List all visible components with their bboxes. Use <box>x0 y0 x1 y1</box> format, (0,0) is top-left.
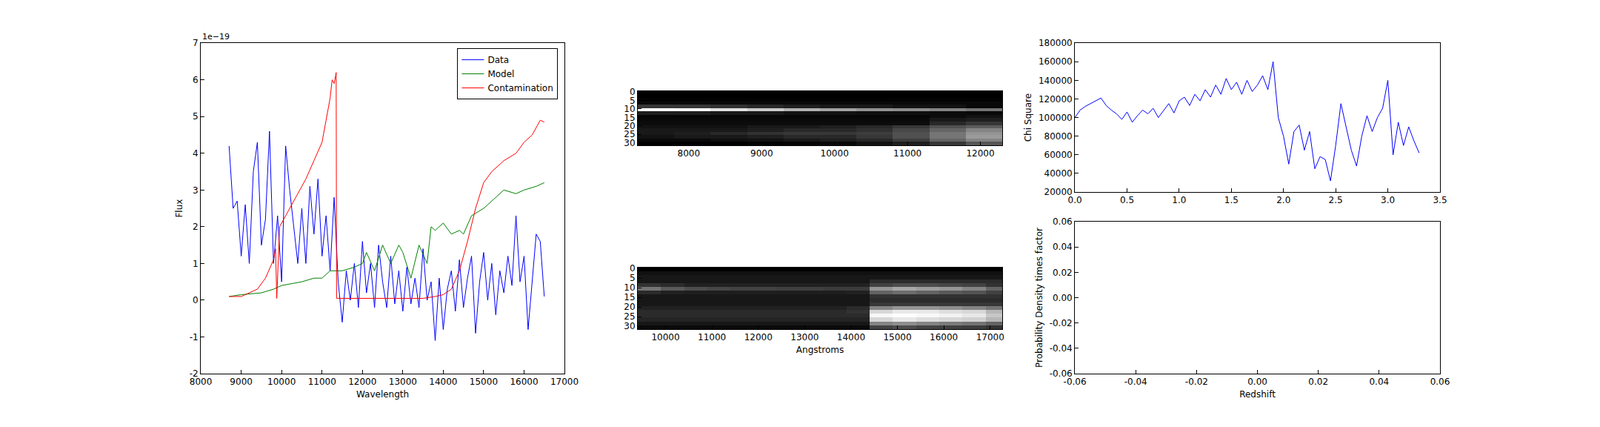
svg-text:Model: Model <box>487 68 515 80</box>
svg-text:13000: 13000 <box>388 376 418 387</box>
svg-text:4: 4 <box>192 148 199 159</box>
svg-text:20: 20 <box>623 301 635 312</box>
svg-text:10000: 10000 <box>820 148 849 159</box>
svg-text:100000: 100000 <box>1038 112 1073 123</box>
svg-text:7: 7 <box>192 37 199 49</box>
svg-text:0.04: 0.04 <box>1368 376 1389 387</box>
svg-text:5: 5 <box>192 111 199 122</box>
svg-text:10000: 10000 <box>267 376 296 387</box>
svg-text:2.5: 2.5 <box>1328 194 1343 206</box>
svg-text:13000: 13000 <box>790 331 819 343</box>
svg-text:16000: 16000 <box>509 376 538 387</box>
svg-text:Chi Square: Chi Square <box>1022 93 1034 142</box>
svg-text:0: 0 <box>192 294 199 306</box>
svg-text:0: 0 <box>629 262 636 274</box>
svg-text:-0.04: -0.04 <box>1124 376 1148 387</box>
svg-text:11000: 11000 <box>893 148 922 159</box>
svg-text:25: 25 <box>623 311 635 322</box>
svg-text:12000: 12000 <box>744 331 773 343</box>
svg-text:140000: 140000 <box>1038 75 1073 86</box>
svg-text:8000: 8000 <box>189 376 213 387</box>
svg-text:Wavelength: Wavelength <box>356 388 409 400</box>
svg-text:30: 30 <box>623 320 635 332</box>
svg-text:5: 5 <box>629 272 636 283</box>
svg-text:12000: 12000 <box>348 376 377 387</box>
svg-text:30: 30 <box>623 137 635 149</box>
svg-text:2.0: 2.0 <box>1276 194 1291 206</box>
svg-text:15000: 15000 <box>882 331 912 343</box>
svg-text:15000: 15000 <box>469 376 498 387</box>
svg-text:0.00: 0.00 <box>1247 376 1268 387</box>
svg-text:6: 6 <box>192 74 199 86</box>
svg-text:-0.04: -0.04 <box>1049 342 1073 354</box>
svg-text:-0.02: -0.02 <box>1049 317 1073 329</box>
svg-text:11000: 11000 <box>697 331 726 343</box>
svg-text:0.5: 0.5 <box>1120 194 1135 206</box>
svg-text:1.5: 1.5 <box>1224 194 1239 206</box>
svg-text:120000: 120000 <box>1038 94 1073 105</box>
svg-text:0.06: 0.06 <box>1430 376 1451 387</box>
svg-text:Probability Density times fact: Probability Density times factor <box>1034 227 1045 368</box>
svg-text:1.0: 1.0 <box>1171 194 1186 206</box>
svg-text:Contamination: Contamination <box>487 82 553 94</box>
svg-text:10000: 10000 <box>651 331 680 343</box>
svg-text:-1: -1 <box>189 331 199 343</box>
svg-text:10: 10 <box>623 103 635 115</box>
svg-text:10: 10 <box>623 282 635 293</box>
svg-text:20000: 20000 <box>1044 186 1073 198</box>
svg-text:0.02: 0.02 <box>1052 267 1073 278</box>
svg-text:0: 0 <box>629 86 636 98</box>
svg-text:11000: 11000 <box>308 376 337 387</box>
svg-text:0.06: 0.06 <box>1052 216 1073 227</box>
svg-text:1e−19: 1e−19 <box>202 31 230 42</box>
svg-text:9000: 9000 <box>229 376 253 387</box>
svg-text:14000: 14000 <box>837 331 866 343</box>
svg-text:3.5: 3.5 <box>1432 194 1447 206</box>
svg-text:20: 20 <box>623 120 635 132</box>
svg-text:14000: 14000 <box>428 376 458 387</box>
svg-text:160000: 160000 <box>1038 56 1073 67</box>
svg-text:16000: 16000 <box>929 331 958 343</box>
svg-text:2: 2 <box>192 221 199 232</box>
svg-text:15: 15 <box>623 112 635 123</box>
svg-text:0.04: 0.04 <box>1052 241 1073 252</box>
svg-text:17000: 17000 <box>976 331 1005 343</box>
svg-text:0.02: 0.02 <box>1308 376 1329 387</box>
svg-text:Data: Data <box>487 54 509 66</box>
svg-text:1: 1 <box>192 258 199 269</box>
svg-text:0.00: 0.00 <box>1052 292 1073 303</box>
svg-text:80000: 80000 <box>1044 131 1073 142</box>
svg-text:Redshift: Redshift <box>1239 388 1276 400</box>
svg-text:12000: 12000 <box>965 148 995 159</box>
svg-text:-0.02: -0.02 <box>1185 376 1209 387</box>
svg-text:-2: -2 <box>189 368 199 379</box>
svg-text:25: 25 <box>623 128 635 140</box>
svg-text:40000: 40000 <box>1044 168 1073 179</box>
svg-text:180000: 180000 <box>1038 37 1073 49</box>
svg-text:15: 15 <box>623 291 635 303</box>
svg-text:-0.06: -0.06 <box>1049 368 1073 379</box>
svg-text:9000: 9000 <box>750 148 774 159</box>
svg-text:8000: 8000 <box>677 148 701 159</box>
svg-text:Angstroms: Angstroms <box>796 344 844 355</box>
svg-text:5: 5 <box>629 95 636 106</box>
svg-text:Flux: Flux <box>174 199 185 218</box>
svg-text:-0.06: -0.06 <box>1063 376 1087 387</box>
svg-text:0.0: 0.0 <box>1068 194 1083 206</box>
svg-text:17000: 17000 <box>550 376 579 387</box>
svg-text:60000: 60000 <box>1044 149 1073 160</box>
svg-text:3.0: 3.0 <box>1380 194 1395 206</box>
svg-text:3: 3 <box>192 185 199 196</box>
